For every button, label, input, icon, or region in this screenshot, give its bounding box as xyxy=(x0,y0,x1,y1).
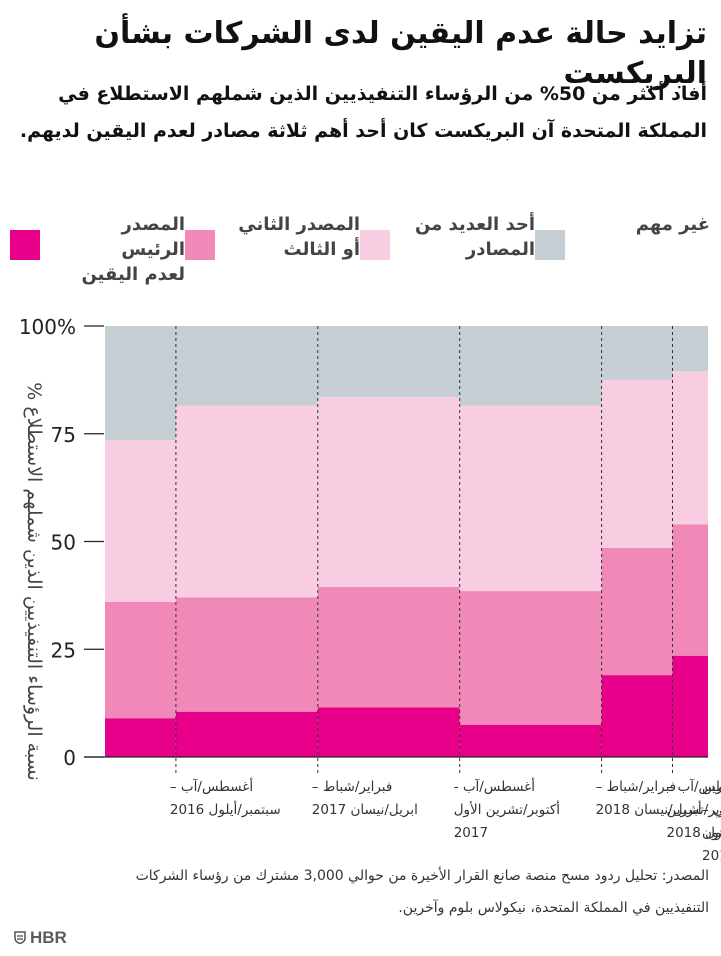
legend-label-line: غير مهم xyxy=(635,214,710,235)
bar-segment xyxy=(601,675,673,757)
legend-label: المصدر الثاني أو الثالث xyxy=(230,212,360,262)
y-tick-label: 25 xyxy=(51,638,76,662)
x-tick-label: أغسطس/آب – سبتمبر/أيلول 2016 xyxy=(170,777,281,818)
shield-icon xyxy=(14,931,26,944)
bar-segment xyxy=(105,440,176,602)
legend-label-line: لعدم اليقين xyxy=(81,264,185,285)
bar-segment xyxy=(459,591,602,725)
bar-segment xyxy=(317,326,460,398)
legend-label-line: المصادر xyxy=(465,239,535,260)
y-tick-label: 50 xyxy=(51,531,76,555)
x-tick-label-line: الأول 2018 xyxy=(667,824,721,841)
y-tick-label: 0 xyxy=(63,746,76,770)
x-tick-label-line: أكتوبر/تشرين xyxy=(667,800,721,818)
x-tick-label-line: أكتوبر/تشرين الأول xyxy=(454,800,560,818)
chart-subtitle: أفاد أكثر من 50% من الرؤساء التنفيذيين ا… xyxy=(19,83,707,142)
legend-item: المصدر الرئيس لعدم اليقين xyxy=(10,212,185,285)
bar-segment xyxy=(601,548,673,676)
legend-label: المصدر الرئيس لعدم اليقين xyxy=(55,212,185,287)
x-tick-label-line: فبراير/شباط – xyxy=(312,779,393,795)
x-tick-label: أغسطس/آب - أكتوبر/تشرين الأول 2017 xyxy=(454,777,560,841)
legend-swatch xyxy=(10,230,40,260)
bar-segment xyxy=(105,718,176,757)
y-tick-label: 100% xyxy=(19,315,76,339)
bar-segment xyxy=(317,586,460,708)
bar-segment xyxy=(105,601,176,719)
x-tick-label-line: يناير/كانون xyxy=(702,825,721,841)
logo-text: HBR xyxy=(30,928,67,947)
bar-segment xyxy=(672,371,708,525)
bar-segment xyxy=(459,405,602,591)
legend-label: غير مهم xyxy=(580,212,710,237)
x-tick-label-line: أبريل/نيسان 2018 xyxy=(596,800,702,818)
bar-segment xyxy=(672,655,708,757)
x-tick-label-line: أغسطس/آب - xyxy=(454,777,535,795)
bar-segment xyxy=(317,397,460,587)
legend-label: أحد العديد من المصادر xyxy=(405,212,535,262)
bar-segment xyxy=(459,724,602,757)
bar-segment xyxy=(601,379,673,548)
hbr-logo: HBR xyxy=(14,928,67,948)
legend-swatch xyxy=(535,230,565,260)
x-tick-label: فبراير/شباط – أبريل/نيسان 2018 xyxy=(596,779,702,818)
y-tick-label: 75 xyxy=(51,423,76,447)
x-tick-label-line: أغسطس/آب – xyxy=(170,777,253,795)
bar-segment xyxy=(175,711,318,757)
x-tick-label-line: 2017 xyxy=(454,825,488,841)
x-tick-label-line: أغسطس/آب – xyxy=(667,777,721,795)
x-tick-label-line: نوفمبر/تشرين xyxy=(702,779,721,795)
source-note: المصدر: تحليل ردود مسح منصة صانع القرار … xyxy=(135,868,709,916)
bar-segment xyxy=(601,326,673,380)
bar-segment xyxy=(175,326,318,406)
legend-item: المصدر الثاني أو الثالث xyxy=(185,212,360,278)
legend-label-line: أحد العديد من xyxy=(414,214,535,235)
bar-segment xyxy=(317,707,460,757)
x-tick-label-line: الثاني – xyxy=(702,802,721,818)
legend-item: أحد العديد من المصادر xyxy=(360,212,535,278)
legend-label-line: المصدر الثاني xyxy=(238,214,360,235)
bar-segment xyxy=(175,597,318,712)
stacked-bar-chart: 0 25 50 75 100% % نسبة الرؤساء التنفيذيين الذ… xyxy=(19,315,721,860)
bar-segment xyxy=(105,326,176,441)
legend-item: غير مهم xyxy=(535,212,710,278)
bar-segment xyxy=(672,326,708,372)
x-tick-label: أغسطس/آب – أكتوبر/تشرين الأول 2018 xyxy=(667,777,721,841)
x-tick-label-line: فبراير/شباط – xyxy=(596,779,677,795)
legend-label-line: المصدر الرئيس xyxy=(121,214,185,260)
x-tick-label-line: الثاني 2019 xyxy=(702,848,721,860)
x-tick-label-line: سبتمبر/أيلول 2016 xyxy=(170,800,281,818)
x-tick-label: نوفمبر/تشرين الثاني – يناير/كانون الثاني 20… xyxy=(702,779,721,860)
bar-segment xyxy=(175,405,318,598)
chart-title: تزايد حالة عدم اليقين لدى الشركات بشأن ا… xyxy=(94,16,707,91)
x-tick-label-line: ابريل/نيسان 2017 xyxy=(312,802,418,818)
bar-segment xyxy=(672,524,708,656)
x-tick-label: فبراير/شباط – ابريل/نيسان 2017 xyxy=(312,779,418,818)
legend-label-line: أو الثالث xyxy=(283,239,360,260)
legend-swatch xyxy=(360,230,390,260)
y-axis-label: % نسبة الرؤساء التنفيذيين الذين شملهم ال… xyxy=(23,382,45,781)
legend-swatch xyxy=(185,230,215,260)
bar-segment xyxy=(459,326,602,406)
legend: المصدر الرئيس لعدم اليقين المصدر الثاني أو … xyxy=(10,212,710,285)
